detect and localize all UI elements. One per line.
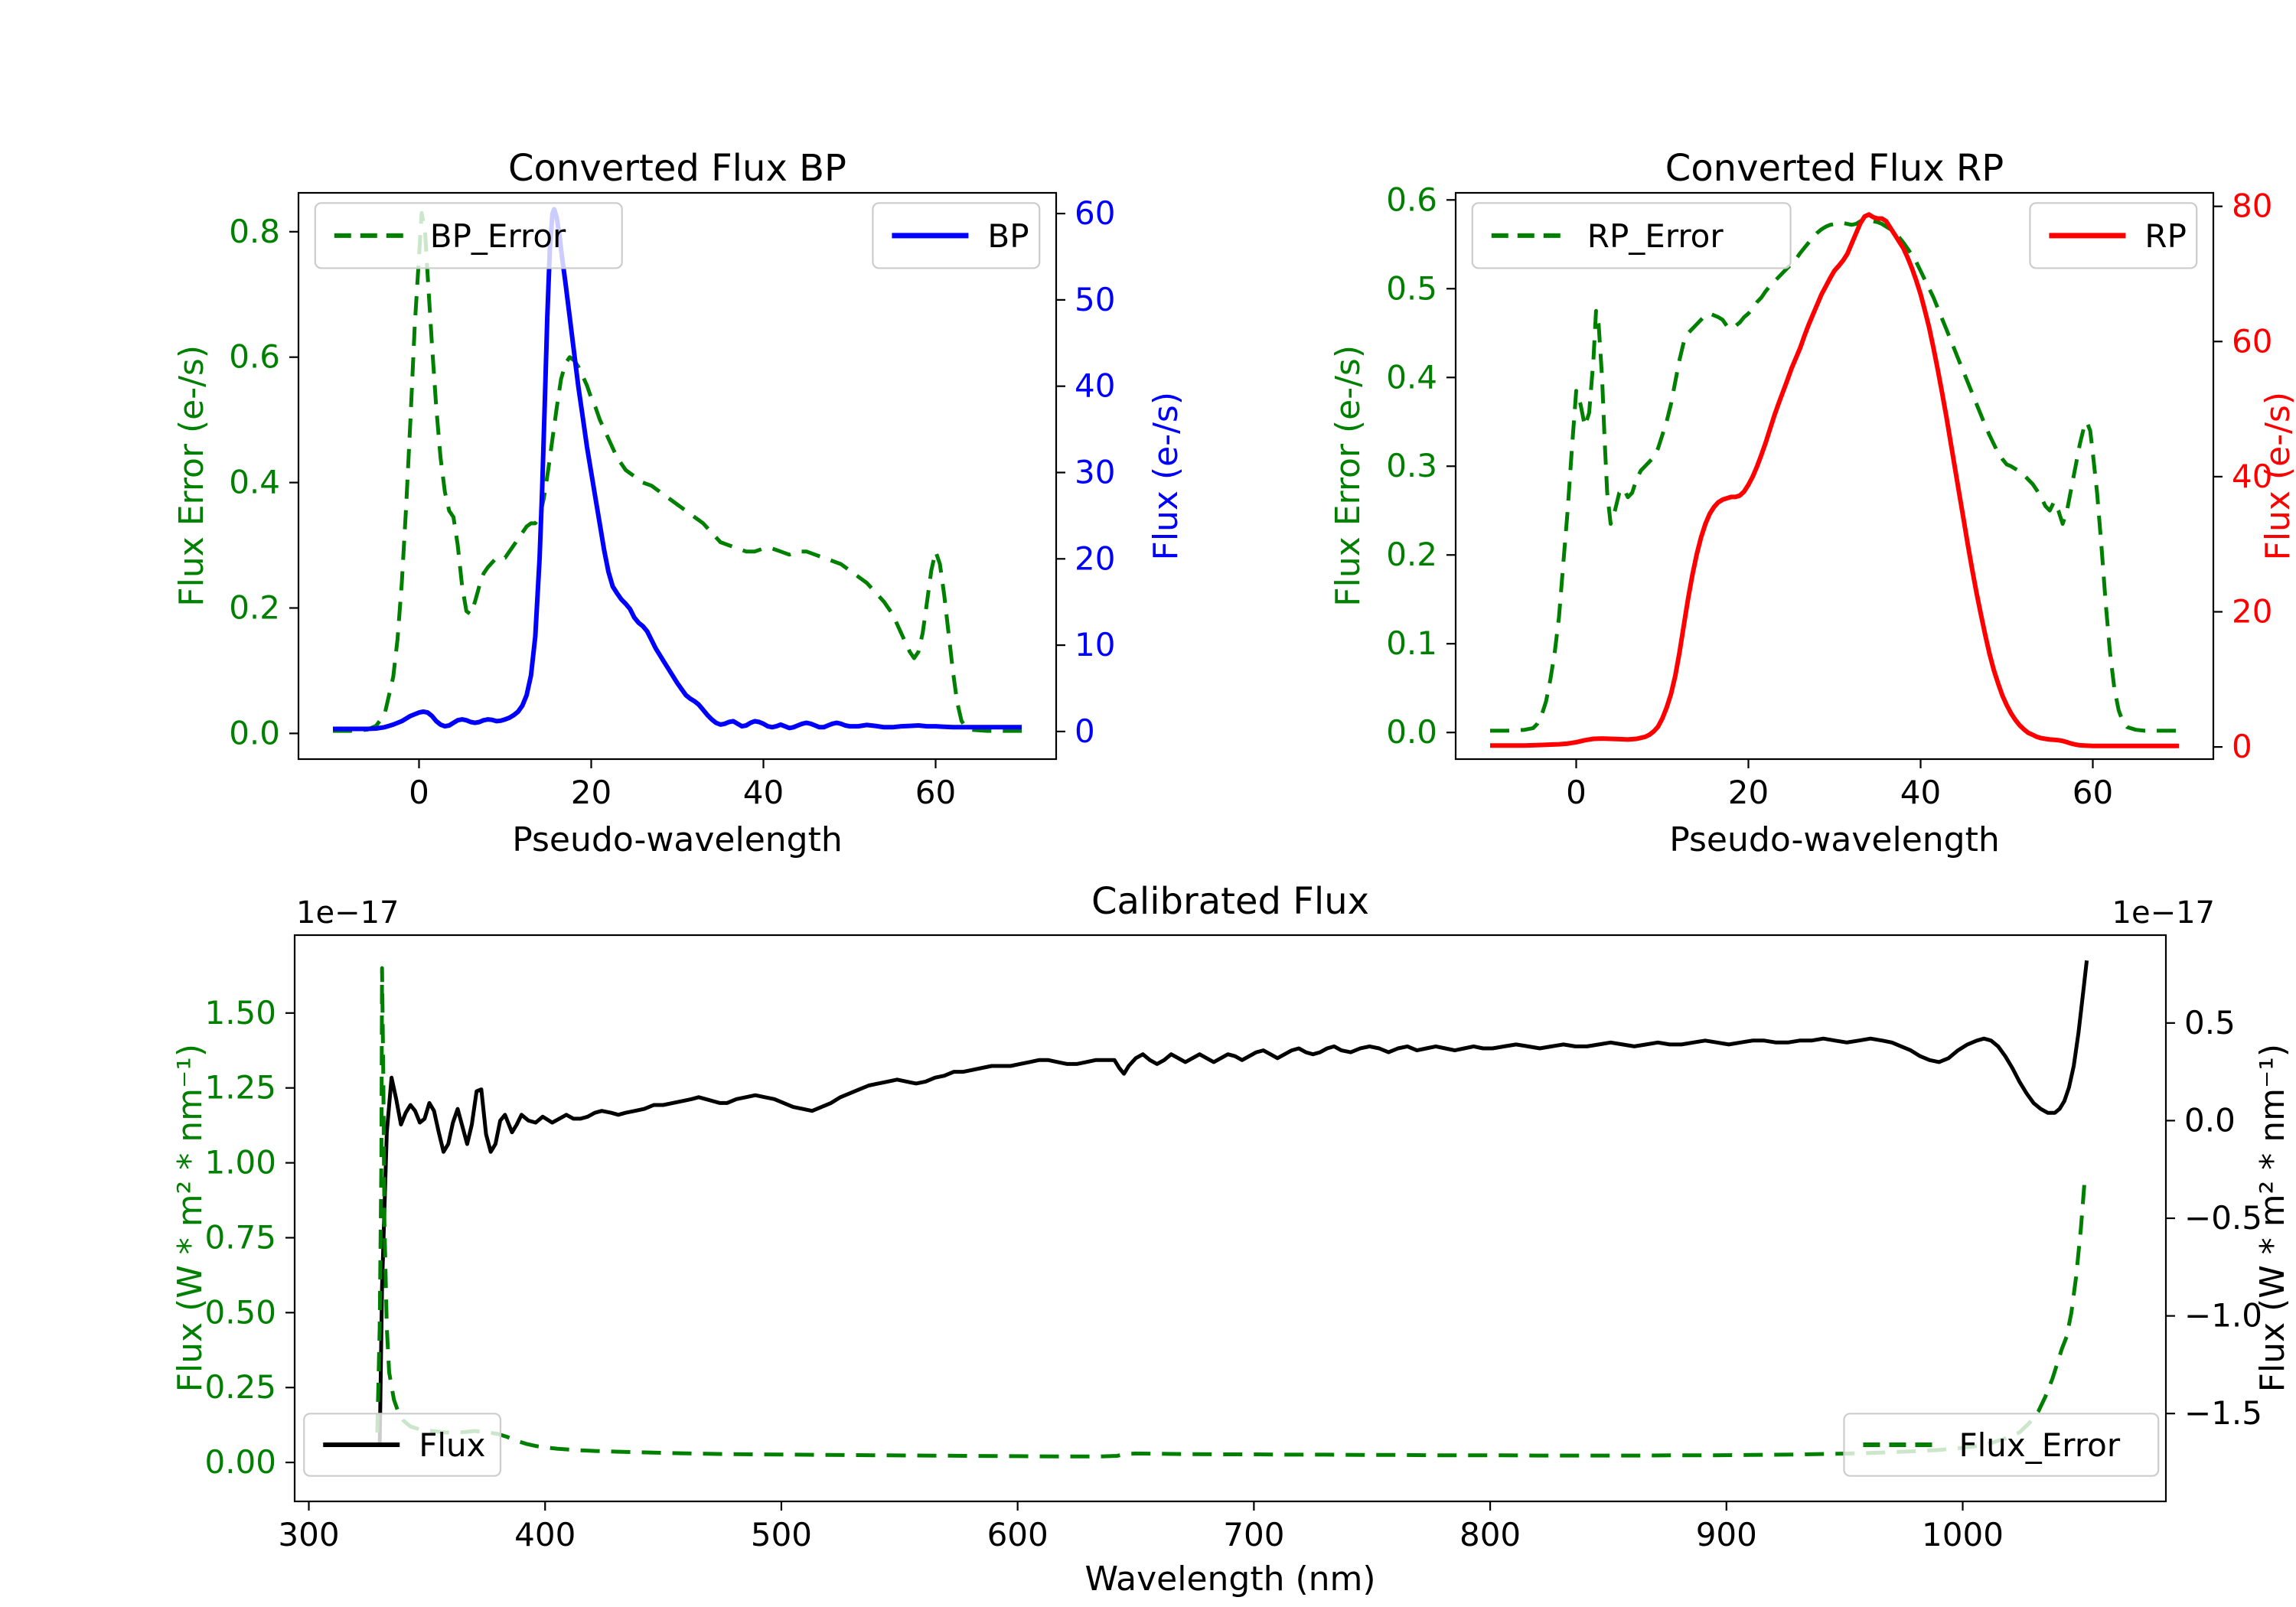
flux-line [377, 960, 2089, 1447]
legend-flux-label: Flux [419, 1426, 485, 1464]
tick-label: 60 [1075, 194, 1115, 232]
tick-label: 0.5 [1386, 269, 1437, 307]
legend-bp-label: BP [987, 217, 1029, 255]
calibrated-right-y-axis-label: Flux (W * m² * nm⁻¹) [2252, 1044, 2292, 1393]
tick-label: 60 [2073, 774, 2113, 811]
bp-x-axis-label: Pseudo-wavelength [512, 820, 843, 859]
tick-label: 20 [1075, 539, 1115, 577]
tick-label: 0 [2232, 728, 2252, 765]
tick-label: 500 [751, 1516, 812, 1553]
legend-flux_error-label: Flux_Error [1958, 1426, 2120, 1464]
legend-flux_error [1843, 1413, 2160, 1477]
tick-label: 300 [278, 1516, 339, 1553]
tick-label: 800 [1459, 1516, 1521, 1553]
bp-line [333, 207, 1022, 732]
tick-label: 30 [1075, 453, 1115, 491]
flux_error-line [375, 966, 2086, 1459]
tick-label: 0.6 [229, 338, 280, 376]
tick-label: 0.3 [1386, 447, 1437, 484]
tick-label: 0.8 [229, 213, 280, 250]
bp-right-y-axis-label: Flux (e-/s) [1146, 391, 1186, 561]
legend-rp_error-label: RP_Error [1587, 217, 1724, 255]
legend-rp_error [1471, 202, 1792, 269]
rp-x-axis-label: Pseudo-wavelength [1669, 820, 2000, 859]
tick-label: 0.0 [229, 714, 280, 751]
legend-bp [872, 202, 1041, 269]
legend-rp-label: RP [2144, 217, 2187, 255]
tick-label: 900 [1696, 1516, 1757, 1553]
rp-right-y-axis-label: Flux (e-/s) [2258, 391, 2296, 561]
tick-label: 20 [1728, 774, 1769, 811]
tick-label: 0.4 [229, 464, 280, 501]
tick-label: 40 [1900, 774, 1941, 811]
tick-label: 0.0 [1386, 713, 1437, 751]
tick-label: 0.6 [1386, 181, 1437, 218]
calibrated-x-axis-label: Wavelength (nm) [1084, 1560, 1376, 1599]
tick-label: 1000 [1922, 1516, 2004, 1553]
calibrated-left-y-axis-label: Flux (W * m² * nm⁻¹) [170, 1044, 210, 1393]
tick-label: 600 [987, 1516, 1049, 1553]
tick-label: 40 [1075, 367, 1115, 405]
legend-flux [303, 1413, 502, 1477]
tick-label: 0 [409, 774, 429, 811]
tick-label: 0.4 [1386, 358, 1437, 396]
rp-line [1490, 212, 2179, 748]
rp_error-line [1490, 217, 2179, 733]
legend-rp [2029, 202, 2198, 269]
tick-label: 0 [1075, 712, 1095, 750]
tick-label: 0.1 [1386, 624, 1437, 662]
legend-bp_error [314, 202, 623, 269]
bp_error-line [333, 210, 1022, 733]
calibrated-axes-frame [293, 934, 2167, 1503]
tick-label: 700 [1223, 1516, 1284, 1553]
tick-label: 0.2 [1386, 536, 1437, 573]
tick-label: 50 [1075, 281, 1115, 318]
tick-label: 10 [1075, 626, 1115, 663]
rp-left-y-axis-label: Flux Error (e-/s) [1328, 345, 1368, 607]
tick-label: 0.2 [229, 589, 280, 627]
rp-chart-title: Converted Flux RP [1665, 147, 2004, 190]
calibrated-chart-title: Calibrated Flux [1091, 880, 1370, 923]
tick-label: 0.0 [2184, 1101, 2236, 1139]
bp-axes-frame [297, 191, 1058, 761]
tick-label: 400 [514, 1516, 576, 1553]
rp-axes-frame [1454, 191, 2215, 761]
bp-left-y-axis-label: Flux Error (e-/s) [171, 345, 211, 607]
tick-label: 60 [915, 774, 956, 811]
tick-label: 0 [1566, 774, 1587, 811]
tick-label: 20 [571, 774, 612, 811]
tick-label: 40 [743, 774, 784, 811]
legend-bp_error-label: BP_Error [430, 217, 566, 255]
bp-chart-title: Converted Flux BP [508, 147, 846, 190]
tick-label: 0.5 [2184, 1004, 2236, 1041]
